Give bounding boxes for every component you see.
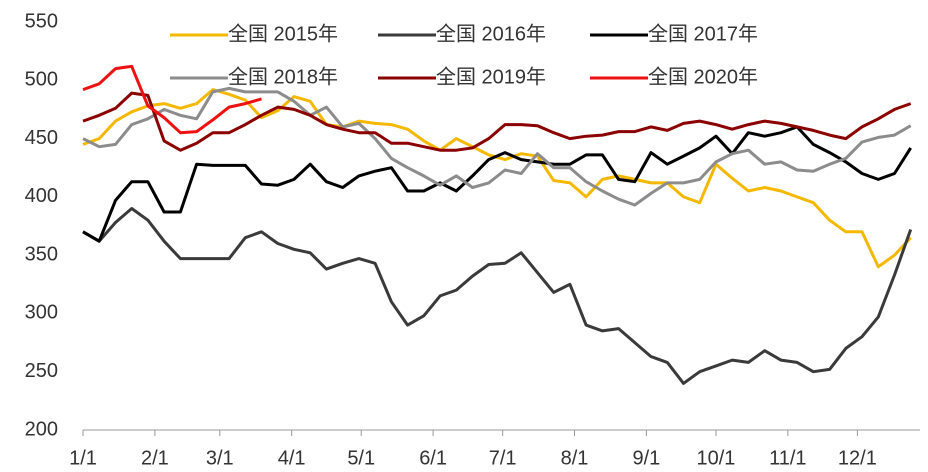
x-tick-label: 6/1 xyxy=(419,447,447,469)
legend-label: 全国 2018年 xyxy=(228,65,338,88)
legend-label: 全国 2015年 xyxy=(228,22,338,45)
x-tick-label: 7/1 xyxy=(489,447,517,469)
legend-label: 全国 2017年 xyxy=(648,22,758,45)
legend-label: 全国 2020年 xyxy=(648,65,758,88)
series-line xyxy=(82,125,912,243)
x-tick-label: 10/1 xyxy=(696,447,735,469)
y-tick-label: 500 xyxy=(25,69,58,91)
x-tick-label: 5/1 xyxy=(347,447,375,469)
x-tick-label: 3/1 xyxy=(206,447,234,469)
series-line xyxy=(82,207,913,385)
series-line xyxy=(82,91,912,152)
y-tick-label: 300 xyxy=(25,302,58,324)
y-tick-label: 250 xyxy=(25,360,58,382)
x-tick-label: 1/1 xyxy=(69,447,97,469)
x-tick-label: 12/1 xyxy=(838,447,877,469)
x-tick-label: 8/1 xyxy=(561,447,589,469)
y-tick-label: 450 xyxy=(25,127,58,149)
x-tick-label: 11/1 xyxy=(769,447,806,469)
y-tick-label: 400 xyxy=(25,185,58,207)
legend-label: 全国 2019年 xyxy=(436,65,546,88)
series-line xyxy=(82,86,912,207)
x-tick-label: 9/1 xyxy=(633,447,661,469)
y-tick-label: 200 xyxy=(25,418,58,440)
y-tick-label: 550 xyxy=(25,10,58,32)
y-tick-label: 350 xyxy=(25,243,58,265)
x-tick-label: 4/1 xyxy=(278,447,306,469)
x-tick-label: 2/1 xyxy=(141,447,169,469)
series-line xyxy=(82,64,262,135)
legend-label: 全国 2016年 xyxy=(436,22,546,45)
